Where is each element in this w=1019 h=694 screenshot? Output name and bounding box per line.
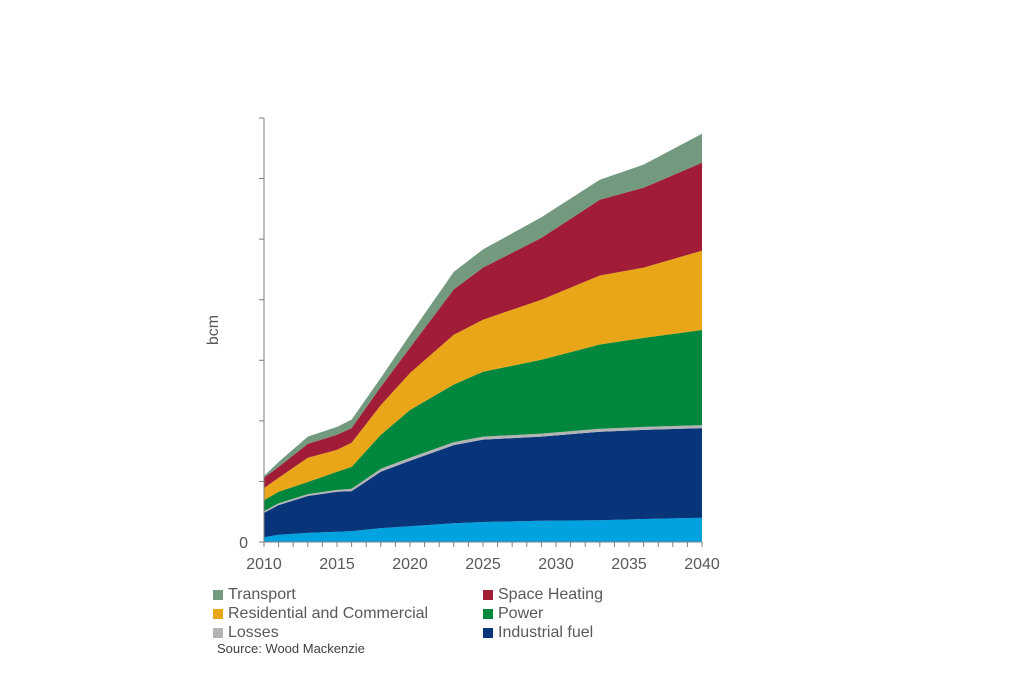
legend-swatch xyxy=(483,589,493,600)
source-note: Source: Wood Mackenzie xyxy=(217,641,365,656)
area-base-unlabeled xyxy=(264,517,702,542)
legend-item-residential-and-commercial: Residential and Commercial xyxy=(213,604,483,623)
axes: 0 2010 2015 2020 2025 2030 2035 2040 xyxy=(239,117,720,573)
x-tick-label: 2030 xyxy=(538,556,574,573)
legend-swatch xyxy=(213,608,223,619)
legend-item-power: Power xyxy=(483,604,653,623)
x-ticks: 2010 2015 2020 2025 2030 2035 2040 xyxy=(246,542,720,573)
y-tick-label: 0 xyxy=(239,535,248,552)
x-tick-label: 2025 xyxy=(465,556,501,573)
legend-item-losses: Losses xyxy=(213,623,483,642)
x-tick-label: 2040 xyxy=(684,556,720,573)
legend-label: Losses xyxy=(228,624,279,641)
series-areas xyxy=(264,133,702,542)
legend-item-industrial-fuel: Industrial fuel xyxy=(483,623,653,642)
legend-label: Space Heating xyxy=(498,586,603,603)
area-space-heating xyxy=(264,162,702,489)
legend-swatch xyxy=(483,627,493,638)
x-tick-label: 2020 xyxy=(392,556,428,573)
legend-label: Transport xyxy=(228,586,296,603)
area-transport xyxy=(264,133,702,478)
y-axis-title: bcm xyxy=(205,315,222,345)
area-residential-and-commercial xyxy=(264,250,702,501)
legend-swatch xyxy=(213,627,223,638)
x-tick-label: 2035 xyxy=(611,556,647,573)
legend-item-space-heating: Space Heating xyxy=(483,585,653,604)
legend-label: Industrial fuel xyxy=(498,624,594,641)
legend-label: Power xyxy=(498,605,544,622)
y-ticks: 0 xyxy=(239,117,264,552)
x-tick-label: 2010 xyxy=(246,556,282,573)
legend-swatch xyxy=(213,589,223,600)
x-tick-label: 2015 xyxy=(319,556,355,573)
area-industrial-fuel xyxy=(264,428,702,538)
legend-label: Residential and Commercial xyxy=(228,605,429,622)
area-power xyxy=(264,330,702,512)
legend-item-transport: Transport xyxy=(213,585,483,604)
legend-swatch xyxy=(483,608,493,619)
legend: Transport Space Heating Residential and Co… xyxy=(213,585,653,642)
